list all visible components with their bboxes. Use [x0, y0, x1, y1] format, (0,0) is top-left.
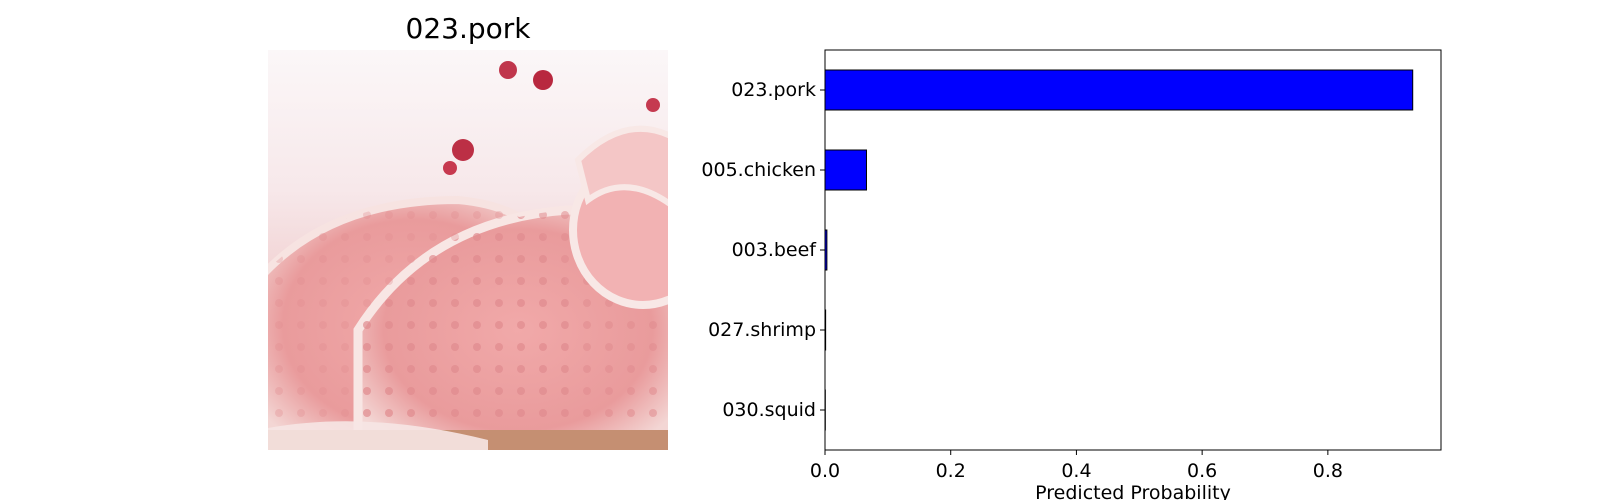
- y-tick-label: 003.beef: [732, 239, 818, 261]
- y-tick-label: 023.pork: [731, 79, 816, 101]
- x-tick-label: 0.0: [810, 460, 840, 482]
- x-tick-label: 0.4: [1061, 460, 1091, 482]
- y-tick-label: 030.squid: [722, 399, 816, 421]
- bar-023.pork: [824, 69, 1414, 111]
- x-tick-label: 0.6: [1187, 460, 1217, 482]
- x-tick-label: 0.8: [1313, 460, 1343, 482]
- y-tick-label: 005.chicken: [701, 159, 816, 181]
- pork-photo: [268, 50, 668, 450]
- x-axis-label: Predicted Probability: [1035, 482, 1231, 500]
- image-title: 023.pork: [405, 12, 531, 45]
- bar-003.beef: [824, 229, 828, 271]
- x-tick-label: 0.2: [936, 460, 966, 482]
- plot-frame: [824, 49, 1442, 451]
- bar-027.shrimp: [824, 309, 827, 351]
- y-tick-label: 027.shrimp: [708, 319, 816, 341]
- bar-005.chicken: [824, 149, 867, 191]
